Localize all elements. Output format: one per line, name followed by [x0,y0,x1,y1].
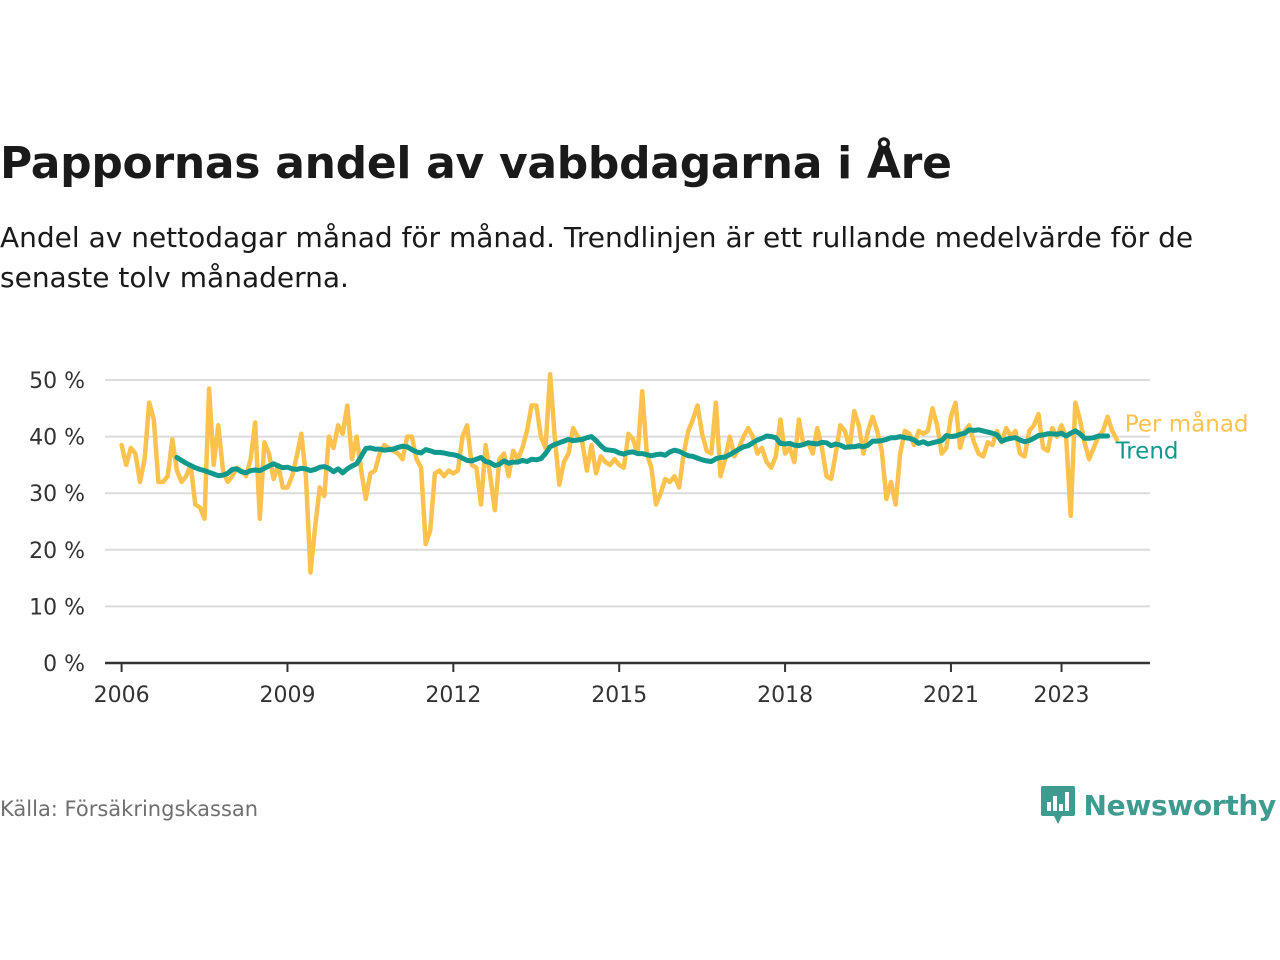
series-label: Trend [1115,439,1179,465]
x-tick-label: 2009 [259,683,315,708]
series-lines [119,372,1120,575]
x-tick-label: 2015 [591,683,647,708]
series-line [119,372,1120,575]
x-axis-labels: 2006 2009 2012 2015 2018 2021 2023 [94,663,1090,708]
series-line [174,427,1111,479]
y-tick-label: 30 % [29,482,85,507]
chart-subtitle: Andel av nettodagar månad för månad. Tre… [0,221,1194,294]
y-axis-labels: 0 % 10 % 20 % 30 % 40 % 50 % [29,369,85,677]
newsworthy-logo-icon [1040,786,1075,824]
y-tick-label: 40 % [29,426,85,451]
chart-title: Pappornas andel av vabbdagarna i Åre [0,138,952,189]
y-tick-label: 10 % [29,595,85,620]
x-tick-label: 2018 [757,683,813,708]
line-chart: 0 % 10 % 20 % 30 % 40 % 50 % 2006 2009 2012 2015… [29,369,1249,708]
y-tick-label: 0 % [43,652,85,677]
x-tick-label: 2006 [94,683,150,708]
series-label: Per månad [1125,410,1249,438]
x-tick-label: 2021 [923,683,979,708]
x-tick-label: 2023 [1034,683,1090,708]
brand-logo: Newsworthy [1040,784,1276,826]
source-note: Källa: Försäkringskassan [0,797,259,821]
x-tick-label: 2012 [425,683,481,708]
y-tick-label: 20 % [29,539,85,564]
brand-name: Newsworthy [1083,788,1277,822]
y-tick-label: 50 % [29,369,85,394]
